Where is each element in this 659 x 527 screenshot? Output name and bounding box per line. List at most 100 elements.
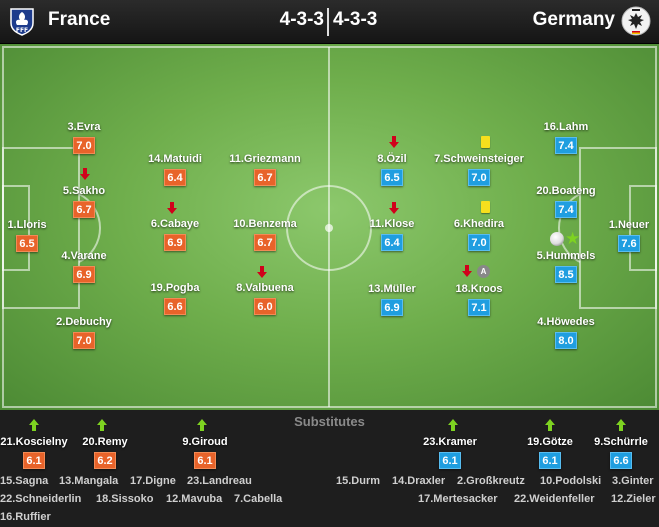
home-team-name: France — [48, 9, 111, 30]
sub-out-arrow-icon — [257, 266, 267, 278]
player-name: 16.Lahm — [543, 121, 589, 133]
player-name: 7.Schweinsteiger — [434, 153, 524, 165]
sub-in-arrow-icon — [448, 419, 458, 431]
pitch-lines — [2, 46, 657, 408]
player-name: 1.Neuer — [608, 219, 650, 231]
france-crest-text: FFF — [16, 27, 28, 34]
player-rating: 7.6 — [618, 235, 640, 252]
player-debuchy[interactable]: 2.Debuchy 7.0 — [29, 316, 139, 349]
sub-giroud[interactable]: 9.Giroud 6.1 — [160, 436, 250, 469]
player-name: 14.Matuidi — [148, 153, 202, 165]
sub-kramer[interactable]: 23.Kramer 6.1 — [405, 436, 495, 469]
player-name: 13.Müller — [368, 283, 416, 295]
player-rating: 6.5 — [16, 235, 38, 252]
unused-sub: 10.Podolski — [540, 475, 602, 487]
player-pogba[interactable]: 19.Pogba 6.6 — [120, 282, 230, 315]
sub-in-arrow-icon — [29, 419, 39, 431]
sub-remy[interactable]: 20.Remy 6.2 — [60, 436, 150, 469]
player-name: 8.Özil — [377, 153, 407, 165]
player-griezmann[interactable]: 11.Griezmann 6.7 — [210, 153, 320, 186]
player-rating: 6.5 — [381, 169, 403, 186]
sub-koscielny[interactable]: 21.Koscielny 6.1 — [0, 436, 79, 469]
sub-out-arrow-icon — [389, 202, 399, 214]
sub-out-arrow-icon — [167, 202, 177, 214]
player-rating: 8.5 — [555, 266, 577, 283]
player-cabaye[interactable]: 6.Cabaye 6.9 — [120, 218, 230, 251]
away-formation: 4-3-3 — [333, 9, 378, 30]
player-rating: 6.1 — [439, 452, 461, 469]
player-name: 20.Boateng — [536, 185, 596, 197]
sub-in-arrow-icon — [545, 419, 555, 431]
player-rating: 6.6 — [610, 452, 632, 469]
sub-out-arrow-icon — [80, 168, 90, 180]
unused-sub: 14.Draxler — [392, 475, 446, 487]
goal-ball-icon — [550, 232, 564, 246]
unused-sub: 23.Landreau — [187, 475, 252, 487]
player-rating: 7.0 — [468, 234, 490, 251]
player-howedes[interactable]: 4.Höwedes 8.0 — [511, 316, 621, 349]
sub-gotze[interactable]: 19.Götze 6.1 — [505, 436, 595, 469]
match-header: FFF France 4-3-3 4-3-3 Germany — [0, 0, 659, 44]
player-lloris[interactable]: 1.Lloris 6.5 — [0, 219, 82, 252]
sub-out-arrow-icon — [389, 136, 399, 148]
player-lahm[interactable]: 16.Lahm 7.4 — [511, 121, 621, 154]
player-name: 11.Klose — [369, 218, 415, 230]
unused-sub: 17.Digne — [130, 475, 176, 487]
player-name: 19.Götze — [527, 436, 573, 448]
player-rating: 7.4 — [555, 137, 577, 154]
assist-icon: A — [477, 265, 490, 278]
player-boateng[interactable]: 20.Boateng 7.4 — [511, 185, 621, 218]
header-divider — [327, 8, 329, 36]
player-name: 11.Griezmann — [229, 153, 301, 165]
player-name: 21.Koscielny — [0, 436, 68, 448]
player-benzema[interactable]: 10.Benzema 6.7 — [210, 218, 320, 251]
unused-sub: 15.Sagna — [0, 475, 49, 487]
player-sakho[interactable]: 5.Sakho 6.7 — [29, 185, 139, 218]
player-rating: 7.0 — [73, 332, 95, 349]
player-rating: 8.0 — [555, 332, 577, 349]
player-rating: 7.1 — [468, 299, 490, 316]
player-rating: 6.0 — [254, 298, 276, 315]
player-name: 2.Debuchy — [56, 316, 112, 328]
player-name: 18.Kroos — [455, 283, 503, 295]
player-rating: 6.4 — [381, 234, 403, 251]
player-khedira[interactable]: 6.Khedira 7.0 — [424, 218, 534, 251]
unused-sub: 7.Cabella — [234, 493, 283, 505]
sub-in-arrow-icon — [616, 419, 626, 431]
player-rating: 6.1 — [194, 452, 216, 469]
unused-sub: 12.Zieler — [611, 493, 656, 505]
player-rating: 6.2 — [94, 452, 116, 469]
player-name: 9.Schürrle — [594, 436, 648, 448]
player-kroos[interactable]: 18.Kroos 7.1 — [424, 283, 534, 316]
player-neuer[interactable]: 1.Neuer 7.6 — [574, 219, 659, 252]
sub-in-arrow-icon — [97, 419, 107, 431]
player-matuidi[interactable]: 14.Matuidi 6.4 — [120, 153, 230, 186]
player-valbuena[interactable]: 8.Valbuena 6.0 — [210, 282, 320, 315]
unused-sub: 13.Mangala — [59, 475, 119, 487]
unused-sub: 15.Durm — [336, 475, 381, 487]
player-ozil[interactable]: 8.Özil 6.5 — [337, 153, 447, 186]
substitutes-title: Substitutes — [294, 414, 365, 429]
player-name: 1.Lloris — [7, 219, 47, 231]
unused-sub: 12.Mavuba — [166, 493, 223, 505]
player-varane[interactable]: 4.Varane 6.9 — [29, 250, 139, 283]
player-rating: 6.9 — [381, 299, 403, 316]
unused-sub: 18.Sissoko — [96, 493, 154, 505]
unused-sub: 2.Großkreutz — [457, 475, 525, 487]
player-schweinsteiger[interactable]: 7.Schweinsteiger 7.0 — [424, 153, 534, 186]
player-rating: 7.0 — [468, 169, 490, 186]
germany-crest-icon — [621, 6, 651, 36]
sub-in-arrow-icon — [197, 419, 207, 431]
player-klose[interactable]: 11.Klose 6.4 — [337, 218, 447, 251]
sub-schurrle[interactable]: 9.Schürrle 6.6 — [576, 436, 659, 469]
player-name: 6.Khedira — [453, 218, 505, 230]
player-hummels[interactable]: 5.Hummels 8.5 — [511, 250, 621, 283]
player-evra[interactable]: 3.Evra 7.0 — [29, 121, 139, 154]
player-muller[interactable]: 13.Müller 6.9 — [337, 283, 447, 316]
sub-out-arrow-icon — [462, 265, 472, 277]
player-name: 19.Pogba — [150, 282, 200, 294]
unused-sub: 17.Mertesacker — [418, 493, 498, 505]
player-name: 9.Giroud — [182, 436, 228, 448]
yellow-card-icon — [481, 201, 490, 213]
unused-sub: 16.Ruffier — [0, 511, 51, 523]
